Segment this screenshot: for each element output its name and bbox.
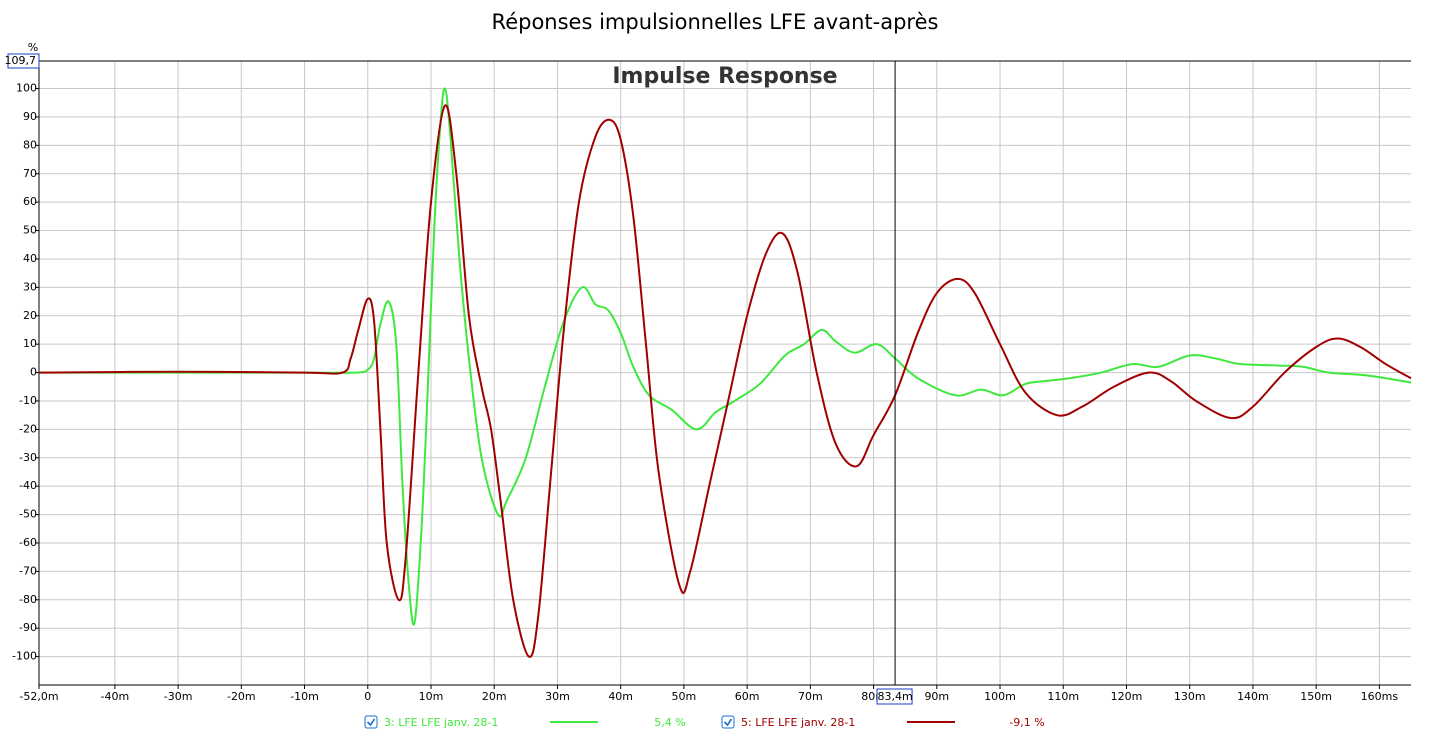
x-tick-label: 30m bbox=[545, 690, 570, 703]
y-axis-label: % bbox=[28, 41, 38, 54]
y-tick-label: 90 bbox=[23, 110, 37, 123]
y-limit-box bbox=[7, 53, 40, 69]
x-tick-label: -30m bbox=[164, 690, 193, 703]
x-tick-label: -10m bbox=[290, 690, 319, 703]
series-line bbox=[39, 87, 1412, 626]
legend-label: 3: LFE LFE janv. 28-1 bbox=[384, 716, 498, 729]
legend-readout: -9,1 % bbox=[1009, 716, 1044, 729]
y-tick-label: -70 bbox=[19, 564, 37, 577]
y-tick-label: -60 bbox=[19, 536, 37, 549]
legend-checkbox[interactable] bbox=[721, 715, 735, 729]
x-tick-label: 40m bbox=[608, 690, 633, 703]
y-tick-label: -100 bbox=[12, 650, 37, 663]
y-tick-label: 50 bbox=[23, 224, 37, 237]
x-tick-label: -20m bbox=[227, 690, 256, 703]
x-tick-label: 130m bbox=[1174, 690, 1206, 703]
y-tick-label: -90 bbox=[19, 621, 37, 634]
y-tick-label: -50 bbox=[19, 508, 37, 521]
x-tick-label: 20m bbox=[482, 690, 507, 703]
y-tick-label: -20 bbox=[19, 422, 37, 435]
y-tick-label: -80 bbox=[19, 593, 37, 606]
y-tick-label: 40 bbox=[23, 252, 37, 265]
plot-lines bbox=[38, 87, 1412, 658]
series-line bbox=[38, 104, 1412, 658]
y-tick-label: 30 bbox=[23, 280, 37, 293]
y-tick-label: 80 bbox=[23, 138, 37, 151]
x-tick-label: 50m bbox=[672, 690, 697, 703]
x-tick-label: 0 bbox=[364, 690, 371, 703]
y-tick-label: 10 bbox=[23, 337, 37, 350]
y-tick-label: 20 bbox=[23, 309, 37, 322]
x-tick-label: 70m bbox=[798, 690, 823, 703]
x-tick-label: 150m bbox=[1300, 690, 1332, 703]
x-tick-label: 100m bbox=[984, 690, 1016, 703]
x-tick-label: 120m bbox=[1111, 690, 1143, 703]
cursor-label: 83,4m bbox=[877, 690, 912, 703]
x-tick-label: 160ms bbox=[1361, 690, 1399, 703]
y-tick-label: -40 bbox=[19, 479, 37, 492]
y-tick-label: 109,7 bbox=[5, 54, 37, 67]
y-tick-label: -10 bbox=[19, 394, 37, 407]
x-tick-label: -40m bbox=[101, 690, 130, 703]
grid bbox=[35, 60, 1411, 689]
x-tick-label: 60m bbox=[735, 690, 760, 703]
x-tick-label: 140m bbox=[1237, 690, 1269, 703]
legend-readout: 5,4 % bbox=[654, 716, 685, 729]
legend-checkmark bbox=[366, 718, 376, 727]
x-tick-label: 110m bbox=[1047, 690, 1079, 703]
legend: 3: LFE LFE janv. 28-1 5,4 % 5: LFE LFE jan… bbox=[364, 715, 1045, 729]
legend-label: 5: LFE LFE janv. 28-1 bbox=[741, 716, 855, 729]
y-tick-label: 60 bbox=[23, 195, 37, 208]
y-tick-label: 0 bbox=[30, 366, 37, 379]
y-tick-label: -30 bbox=[19, 451, 37, 464]
x-tick-label: 90m bbox=[924, 690, 949, 703]
legend-checkmark bbox=[723, 718, 733, 727]
chart-title: Réponses impulsionnelles LFE avant-après bbox=[492, 10, 939, 34]
axis-labels: 109,71009080706050403020100-10-20-30-40-… bbox=[5, 53, 1399, 705]
y-tick-label: 100 bbox=[16, 82, 37, 95]
y-tick-label: 70 bbox=[23, 167, 37, 180]
x-tick-label: 10m bbox=[419, 690, 444, 703]
chart-subtitle: Impulse Response bbox=[612, 64, 837, 89]
cursor-box bbox=[876, 688, 913, 705]
legend-checkbox[interactable] bbox=[364, 715, 378, 729]
x-tick-label: -52,0m bbox=[19, 690, 58, 703]
